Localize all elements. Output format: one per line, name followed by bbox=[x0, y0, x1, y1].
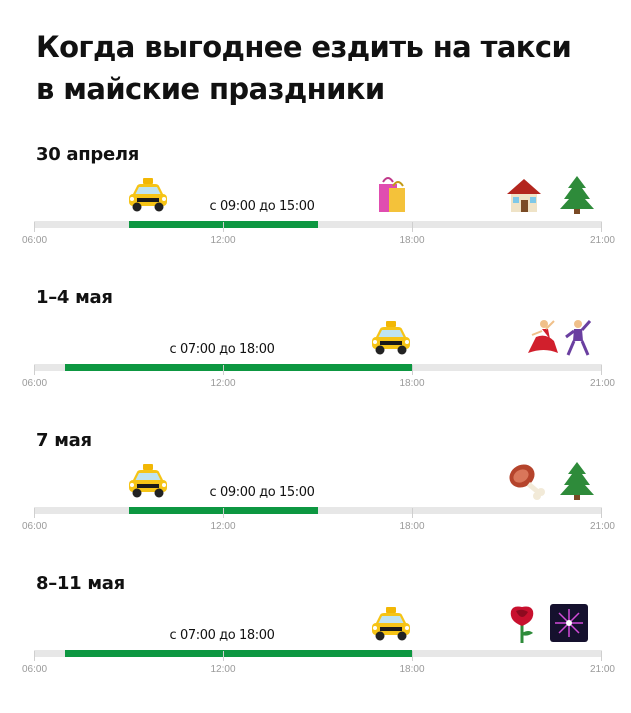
section-heading: 1–4 мая bbox=[36, 287, 113, 308]
tick-mark bbox=[601, 651, 602, 661]
christmas-tree-icon bbox=[556, 174, 598, 214]
cheap-period-bar bbox=[65, 364, 412, 371]
dancer-icon bbox=[520, 317, 562, 357]
time-range-label: с 09:00 до 15:00 bbox=[209, 199, 315, 214]
time-range-label: с 09:00 до 15:00 bbox=[209, 485, 315, 500]
section-heading: 8–11 мая bbox=[36, 573, 125, 594]
tick-label: 21:00 bbox=[589, 664, 615, 675]
tick-label: 18:00 bbox=[399, 521, 425, 532]
tick-mark bbox=[34, 651, 35, 661]
taxi-icon bbox=[127, 174, 169, 214]
dancing-man-icon bbox=[556, 317, 598, 357]
cheap-period-bar bbox=[65, 650, 412, 657]
tick-label: 12:00 bbox=[210, 378, 236, 389]
tick-label: 21:00 bbox=[589, 235, 615, 246]
tick-mark bbox=[34, 365, 35, 375]
timeline-section-may-1-4: 1–4 мая с 07:00 до 18:00 06:00 12:00 18:… bbox=[0, 287, 631, 427]
page-title: Когда выгоднее ездить на такси в майские… bbox=[36, 26, 616, 110]
tick-mark bbox=[412, 508, 413, 518]
section-heading: 7 мая bbox=[36, 430, 92, 451]
tick-label: 12:00 bbox=[210, 521, 236, 532]
tick-label: 06:00 bbox=[22, 664, 48, 675]
tick-mark bbox=[223, 222, 224, 232]
time-range-label: с 07:00 до 18:00 bbox=[169, 342, 275, 357]
tick-label: 21:00 bbox=[589, 378, 615, 389]
christmas-tree-icon bbox=[556, 460, 598, 500]
taxi-icon bbox=[127, 460, 169, 500]
timeline-section-may-8-11: 8–11 мая с 07:00 до 18:00 06:00 12:00 18… bbox=[0, 573, 631, 713]
tick-mark bbox=[34, 508, 35, 518]
tick-label: 18:00 bbox=[399, 378, 425, 389]
tick-mark bbox=[223, 365, 224, 375]
tick-mark bbox=[223, 508, 224, 518]
title-line-2: в майские праздники bbox=[36, 72, 385, 106]
taxi-icon bbox=[370, 317, 412, 357]
tick-mark bbox=[223, 651, 224, 661]
timeline-track bbox=[34, 221, 602, 228]
tick-label: 21:00 bbox=[589, 521, 615, 532]
shopping-bags-icon bbox=[367, 174, 409, 214]
fireworks-icon bbox=[548, 603, 590, 643]
tick-mark bbox=[412, 651, 413, 661]
tick-mark bbox=[601, 365, 602, 375]
tick-label: 18:00 bbox=[399, 664, 425, 675]
timeline-track bbox=[34, 364, 602, 371]
tick-label: 12:00 bbox=[210, 235, 236, 246]
tick-mark bbox=[601, 222, 602, 232]
tick-label: 06:00 bbox=[22, 378, 48, 389]
meat-on-bone-icon bbox=[506, 460, 548, 500]
timeline-section-april-30: 30 апреля с 09:00 до 15:00 06:00 12:00 1… bbox=[0, 144, 631, 284]
timeline-track bbox=[34, 650, 602, 657]
house-icon bbox=[503, 174, 545, 214]
tick-mark bbox=[412, 222, 413, 232]
title-line-1: Когда выгоднее ездить на такси bbox=[36, 30, 572, 64]
tick-label: 18:00 bbox=[399, 235, 425, 246]
tick-label: 06:00 bbox=[22, 521, 48, 532]
tick-mark bbox=[601, 508, 602, 518]
tick-mark bbox=[412, 365, 413, 375]
time-range-label: с 07:00 до 18:00 bbox=[169, 628, 275, 643]
tick-mark bbox=[34, 222, 35, 232]
tick-label: 12:00 bbox=[210, 664, 236, 675]
timeline-section-may-7: 7 мая с 09:00 до 15:00 06:00 12:00 18:00… bbox=[0, 430, 631, 570]
tick-label: 06:00 bbox=[22, 235, 48, 246]
section-heading: 30 апреля bbox=[36, 144, 140, 165]
taxi-icon bbox=[370, 603, 412, 643]
rose-icon bbox=[501, 603, 543, 643]
timeline-track bbox=[34, 507, 602, 514]
